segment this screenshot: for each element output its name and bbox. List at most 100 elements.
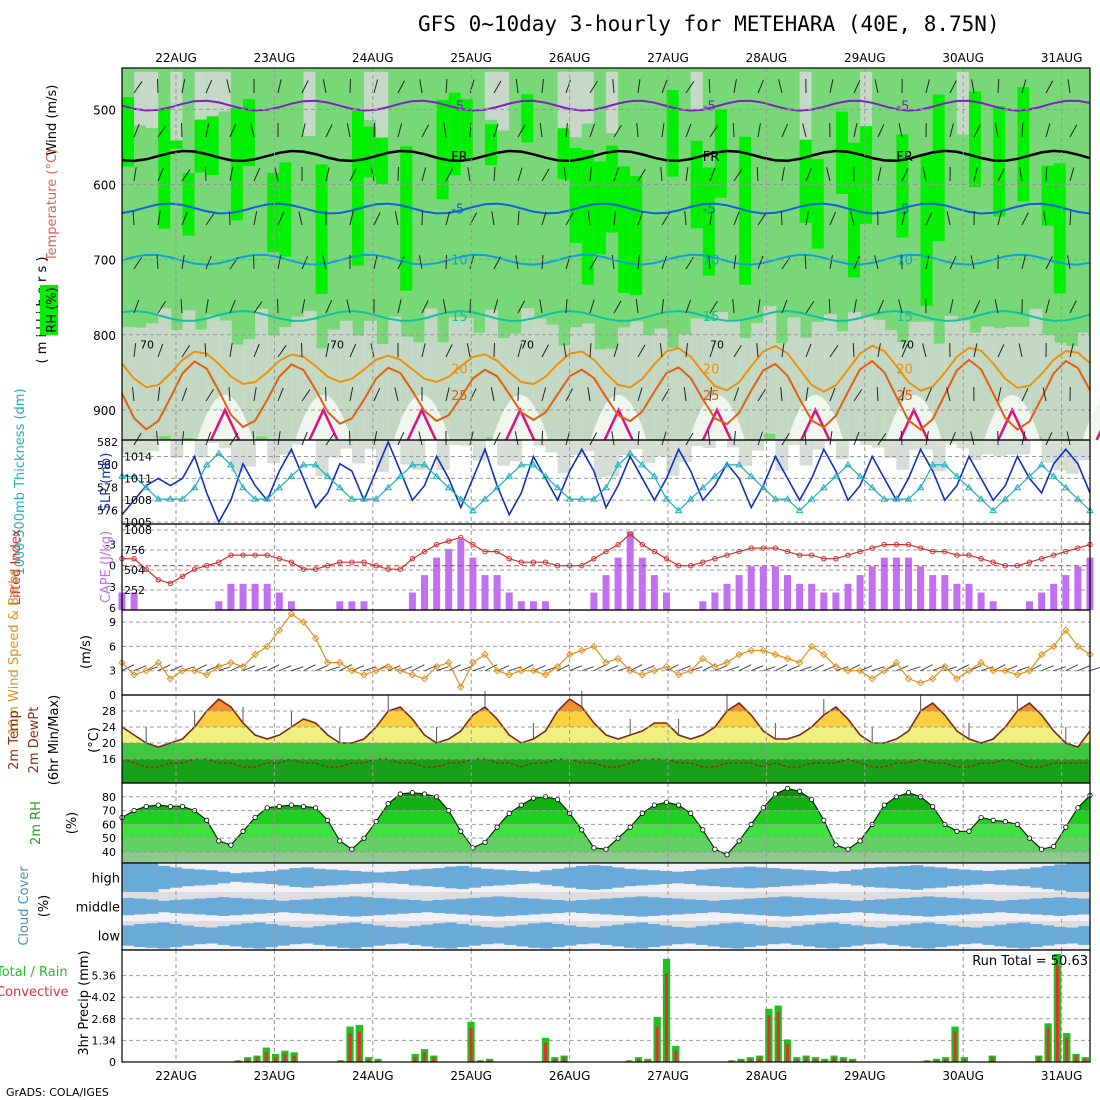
cloud-gap xyxy=(408,921,422,927)
isotherm-label: 10 xyxy=(703,254,720,269)
cloud-gap xyxy=(827,921,840,923)
rh-dry-peak xyxy=(787,394,844,440)
cloud-cell xyxy=(934,923,948,948)
cape-tick: 504 xyxy=(124,564,145,577)
lifted-index-point xyxy=(542,559,549,565)
isotherm-label: FR xyxy=(703,150,720,165)
precip-conv-bar xyxy=(739,1060,743,1062)
cloud-gap xyxy=(349,892,362,897)
cloud-cell xyxy=(420,900,434,913)
wind-speed-point xyxy=(275,626,284,634)
rh-moist-area xyxy=(436,99,449,200)
thickness-point xyxy=(311,460,320,468)
cape-bar xyxy=(614,557,622,610)
lifted-index-point xyxy=(385,566,391,572)
cloud-cell xyxy=(659,897,673,916)
wind-barb xyxy=(133,432,142,446)
precip-conv-bar xyxy=(274,1057,278,1062)
precip-conv-bar xyxy=(264,1052,268,1062)
thickness-point xyxy=(384,483,393,491)
wind-barb xyxy=(181,169,191,182)
wind-barb xyxy=(757,431,764,446)
rh-point xyxy=(554,796,561,803)
cloud-gap xyxy=(432,892,446,900)
wind-barb-10m xyxy=(823,665,836,672)
cloud-cell xyxy=(444,866,458,889)
cloud-cell xyxy=(671,926,685,945)
wind-speed-point xyxy=(287,610,296,618)
cape-bar xyxy=(1026,601,1033,610)
wind-barb-10m xyxy=(266,664,280,672)
wind-barb-10m xyxy=(811,664,824,672)
wind-barb-10m xyxy=(448,664,461,672)
lifted-index-point xyxy=(252,552,258,558)
wind-barb xyxy=(397,256,405,270)
wind-barb xyxy=(493,299,499,314)
cloud-gap xyxy=(420,892,434,901)
cloud-cell xyxy=(384,898,398,915)
cloud-cell xyxy=(635,869,649,886)
wind-barb-10m xyxy=(617,666,631,672)
lifted-index-point xyxy=(724,552,730,558)
lifted-index-point xyxy=(312,566,319,572)
cloud-gap xyxy=(874,921,888,928)
rh-point xyxy=(639,810,645,816)
precip-conv-bar xyxy=(637,1058,641,1062)
wind-barb xyxy=(661,123,665,138)
rh-moist-area xyxy=(702,167,715,276)
wind-barb xyxy=(1045,256,1053,270)
precip-conv-bar xyxy=(627,1060,631,1062)
wind-barb-10m xyxy=(170,665,183,672)
rh-dry-area xyxy=(569,71,582,138)
wind-barb xyxy=(733,387,740,402)
wind-speed-point xyxy=(953,675,961,683)
cloud-gap xyxy=(635,892,649,897)
cloud-cell xyxy=(1042,897,1055,916)
thickness-point xyxy=(227,460,235,468)
precip-tick: 2.68 xyxy=(92,1013,117,1026)
cloud-cell xyxy=(504,926,517,945)
thickness-point xyxy=(662,495,671,502)
rh-point xyxy=(506,810,512,816)
cloud-gap xyxy=(1018,892,1031,900)
wind-barb-10m xyxy=(678,665,691,672)
rh-point xyxy=(603,846,609,852)
cloud-gap xyxy=(456,921,470,924)
cloud-gap xyxy=(456,892,470,899)
cloud-gap xyxy=(241,892,254,899)
cloud-gap xyxy=(731,892,744,900)
wind-barb xyxy=(541,254,544,270)
thickness-point xyxy=(626,449,635,456)
cloud-cell xyxy=(456,923,470,948)
wind10m-axis-label: 10m Wind Speed & Barbs xyxy=(7,569,22,736)
rh-dry-area xyxy=(364,71,376,121)
rh-dry-area xyxy=(690,71,703,109)
rh-moist-area xyxy=(630,176,643,296)
wind-barb xyxy=(828,298,831,314)
cloud-cell xyxy=(576,865,589,890)
wind-barb xyxy=(804,431,807,446)
wind-barb xyxy=(709,167,716,182)
cloud-gap xyxy=(970,892,983,900)
cape-bar xyxy=(251,583,259,610)
wind-speed-point xyxy=(820,650,828,659)
precip-conv-bar xyxy=(413,1057,417,1062)
cloud-gap xyxy=(528,921,541,924)
cloud-gap xyxy=(289,892,302,900)
rh-moist-area xyxy=(860,98,873,224)
cloud-cell xyxy=(803,870,816,885)
cloud-cell xyxy=(803,897,816,916)
precip-axis-label: 3hr Precip (mm) xyxy=(77,950,92,1055)
cloud-gap xyxy=(492,921,505,928)
precip-tick: 1.34 xyxy=(92,1034,117,1047)
rh-point xyxy=(143,803,149,810)
thickness-point xyxy=(481,495,489,502)
wind-speed-point xyxy=(311,634,320,643)
cloud-gap xyxy=(468,892,482,898)
wind-speed-point xyxy=(384,662,392,671)
cape-bar xyxy=(905,557,912,610)
lifted-index-point xyxy=(446,538,452,544)
wind-barb xyxy=(157,125,167,138)
isotherm-label: 25 xyxy=(451,389,468,404)
wind-speed-point xyxy=(481,650,489,659)
